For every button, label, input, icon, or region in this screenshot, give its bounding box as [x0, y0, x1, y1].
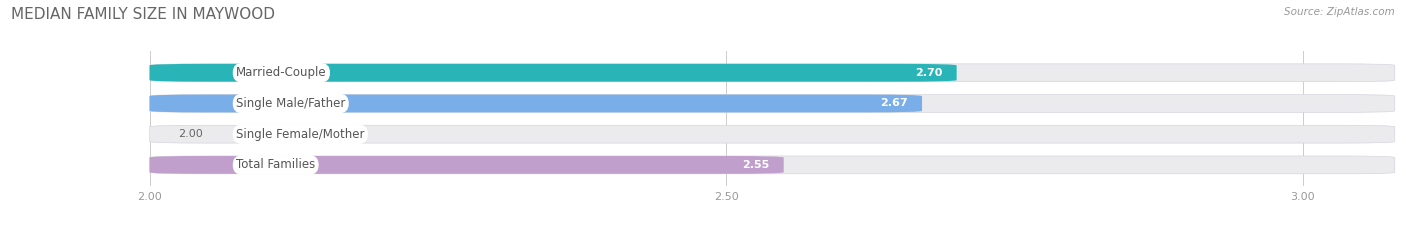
FancyBboxPatch shape: [149, 156, 1395, 174]
Text: Single Male/Father: Single Male/Father: [236, 97, 346, 110]
FancyBboxPatch shape: [149, 95, 922, 112]
Text: 2.00: 2.00: [179, 129, 204, 139]
FancyBboxPatch shape: [149, 156, 783, 174]
Text: MEDIAN FAMILY SIZE IN MAYWOOD: MEDIAN FAMILY SIZE IN MAYWOOD: [11, 7, 276, 22]
Text: Married-Couple: Married-Couple: [236, 66, 326, 79]
Text: Total Families: Total Families: [236, 158, 315, 171]
Text: Single Female/Mother: Single Female/Mother: [236, 128, 364, 141]
Text: 2.70: 2.70: [915, 68, 943, 78]
Text: 2.55: 2.55: [742, 160, 770, 170]
FancyBboxPatch shape: [149, 64, 956, 82]
FancyBboxPatch shape: [149, 95, 1395, 112]
Text: 2.67: 2.67: [880, 99, 908, 109]
Text: Source: ZipAtlas.com: Source: ZipAtlas.com: [1284, 7, 1395, 17]
FancyBboxPatch shape: [149, 64, 1395, 82]
FancyBboxPatch shape: [149, 125, 1395, 143]
